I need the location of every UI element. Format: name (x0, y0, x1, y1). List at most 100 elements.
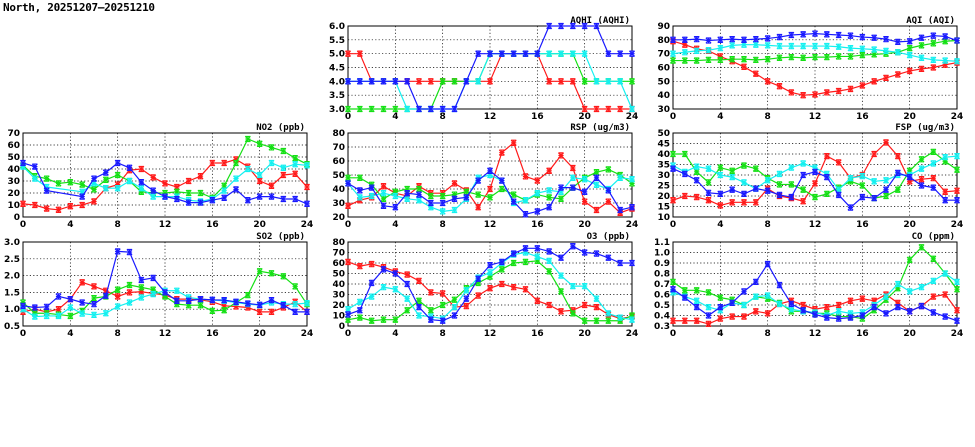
data-point (91, 175, 97, 182)
data-point (475, 275, 482, 282)
y-tick-label: 30 (657, 171, 670, 181)
data-point (906, 44, 913, 52)
y-tick-label: 6.0 (329, 22, 345, 32)
data-point (752, 278, 759, 286)
data-point (510, 259, 517, 267)
data-point (894, 71, 901, 78)
data-point (670, 278, 676, 286)
chart-rsp: 20 30 40 50 60 70 80 0 4 8 12 16 20 24 RSP (ug/m3) (332, 123, 638, 230)
data-point (209, 307, 216, 315)
data-point (451, 105, 458, 113)
data-point (930, 32, 937, 39)
data-point (256, 308, 263, 316)
data-point (593, 250, 600, 257)
data-point (221, 182, 228, 189)
data-point (569, 78, 576, 85)
data-point (380, 284, 387, 291)
data-point (233, 186, 239, 193)
data-point (729, 186, 736, 193)
data-point (812, 30, 818, 37)
data-point (427, 313, 434, 320)
series-red (345, 258, 635, 322)
data-point (812, 180, 818, 187)
x-tick-label: 0 (670, 329, 676, 339)
data-point (43, 205, 50, 212)
data-point (558, 50, 564, 57)
data-point (416, 191, 422, 198)
data-point (380, 190, 387, 197)
data-point (451, 78, 458, 85)
data-point (918, 42, 925, 49)
x-tick-label: 12 (484, 112, 497, 122)
data-point (800, 31, 807, 38)
data-point (729, 173, 736, 181)
data-point (427, 204, 434, 211)
data-point (558, 184, 564, 191)
y-tick-label: 70 (332, 143, 345, 153)
data-point (546, 50, 553, 57)
data-point (752, 70, 759, 77)
data-point (510, 191, 517, 198)
data-point (617, 259, 624, 267)
data-point (380, 105, 387, 113)
plot-frame (347, 241, 633, 327)
data-point (681, 192, 688, 200)
data-point (859, 82, 866, 89)
data-point (835, 31, 842, 39)
data-point (356, 298, 363, 305)
data-point (705, 56, 712, 64)
data-point (847, 53, 854, 60)
series-blue (345, 22, 635, 113)
data-point (847, 85, 854, 93)
data-point (823, 53, 830, 61)
data-point (20, 299, 26, 306)
data-point (439, 105, 446, 113)
data-point (741, 162, 747, 169)
data-point (871, 78, 878, 85)
data-point (717, 202, 724, 209)
data-point (942, 188, 949, 195)
data-point (776, 54, 783, 61)
x-tick-label: 20 (903, 220, 916, 230)
data-point (233, 175, 239, 182)
data-point (280, 171, 287, 179)
data-point (114, 248, 121, 255)
data-point (368, 317, 375, 324)
data-point (800, 92, 807, 99)
x-tick-label: 12 (484, 220, 497, 230)
data-point (776, 83, 783, 90)
data-point (427, 307, 434, 314)
data-point (776, 191, 783, 199)
data-point (356, 194, 363, 201)
data-point (705, 320, 712, 328)
data-point (114, 171, 121, 179)
data-point (546, 22, 553, 30)
data-point (138, 179, 145, 186)
data-point (629, 50, 635, 57)
data-point (268, 270, 275, 277)
data-point (812, 193, 818, 201)
data-point (883, 47, 889, 55)
data-point (930, 184, 937, 191)
plot-frame (22, 241, 308, 327)
data-point (126, 289, 133, 296)
data-point (670, 286, 676, 293)
y-tick-label: 3.0 (329, 105, 345, 115)
x-tick-label: 12 (809, 220, 822, 230)
data-point (593, 22, 600, 30)
x-tick-label: 16 (531, 220, 544, 230)
data-point (617, 78, 624, 85)
y-tick-label: 30 (7, 177, 20, 187)
x-tick-label: 8 (440, 329, 446, 339)
data-point (741, 56, 747, 63)
data-point (463, 78, 470, 85)
data-point (173, 183, 180, 191)
data-point (764, 177, 771, 184)
data-point (752, 56, 759, 64)
data-point (605, 310, 612, 317)
y-tick-label: 5.0 (329, 50, 345, 60)
data-point (581, 317, 588, 324)
data-point (705, 197, 712, 204)
data-point (91, 294, 97, 302)
data-point (292, 155, 299, 162)
